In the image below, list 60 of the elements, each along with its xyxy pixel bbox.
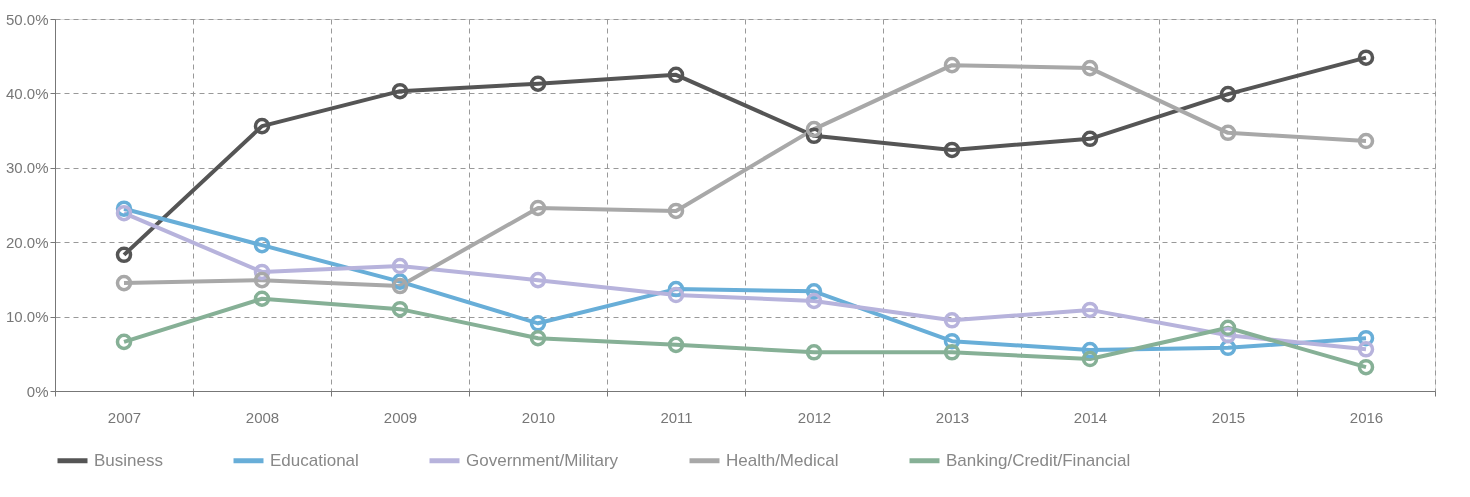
point (1357, 132, 1375, 150)
y-tick-label: 20.0% (5, 233, 49, 251)
point (1357, 341, 1375, 358)
point (805, 120, 823, 138)
point (391, 277, 409, 295)
y-tick-label: 10.0% (5, 308, 49, 326)
point (1081, 301, 1099, 319)
x-tick-label: 2007 (107, 408, 142, 426)
point (1219, 85, 1237, 103)
legend-label: Business (94, 450, 163, 470)
y-tick-label: 40.0% (5, 84, 49, 102)
point (115, 204, 133, 222)
point (253, 236, 271, 254)
y-tick-label: 0% (26, 382, 49, 400)
x-tick-label: 2012 (797, 408, 832, 426)
point (1081, 59, 1099, 77)
x-tick-label: 2008 (245, 408, 280, 426)
point (529, 75, 547, 92)
point (805, 344, 823, 361)
point (667, 66, 685, 84)
y-tick-label: 30.0% (5, 159, 49, 177)
point (1357, 358, 1375, 376)
x-tick-label: 2011 (660, 408, 693, 426)
x-tick-label: 2015 (1211, 408, 1246, 426)
point (253, 117, 271, 135)
point (391, 82, 409, 100)
point (115, 333, 133, 351)
x-tick-label: 2014 (1073, 408, 1108, 426)
point (529, 315, 547, 332)
point (529, 199, 547, 217)
point (1219, 319, 1237, 337)
point (943, 344, 961, 361)
point (253, 271, 271, 289)
point (667, 286, 685, 304)
y-tick-label: 50.0% (5, 10, 49, 28)
legend-label: Government/Military (466, 450, 619, 470)
legend-label: Banking/Credit/Financial (946, 450, 1131, 470)
point (805, 292, 823, 310)
point (943, 141, 961, 159)
point (1081, 130, 1099, 148)
x-tick-label: 2009 (383, 408, 418, 426)
point (667, 336, 685, 354)
point (1357, 49, 1375, 66)
point (529, 271, 547, 289)
point (1081, 350, 1099, 368)
point (529, 329, 547, 347)
x-tick-label: 2013 (935, 408, 970, 426)
point (943, 56, 961, 74)
point (1219, 124, 1237, 142)
point (253, 290, 271, 307)
point (115, 246, 133, 264)
legend-label: Health/Medical (726, 450, 839, 470)
x-tick-label: 2016 (1349, 408, 1384, 426)
point (391, 257, 409, 275)
legend-label: Educational (270, 450, 359, 470)
x-tick-label: 2010 (521, 408, 556, 426)
point (667, 202, 685, 220)
point (943, 312, 961, 329)
point (391, 300, 409, 318)
point (115, 274, 133, 292)
